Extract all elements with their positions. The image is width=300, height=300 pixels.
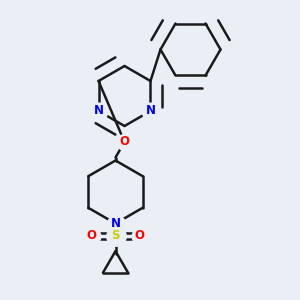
Text: N: N (94, 104, 103, 118)
Text: S: S (111, 229, 120, 242)
Text: O: O (119, 135, 130, 148)
Text: O: O (86, 229, 97, 242)
Text: N: N (110, 217, 121, 230)
Text: N: N (146, 104, 155, 118)
Text: O: O (134, 229, 145, 242)
